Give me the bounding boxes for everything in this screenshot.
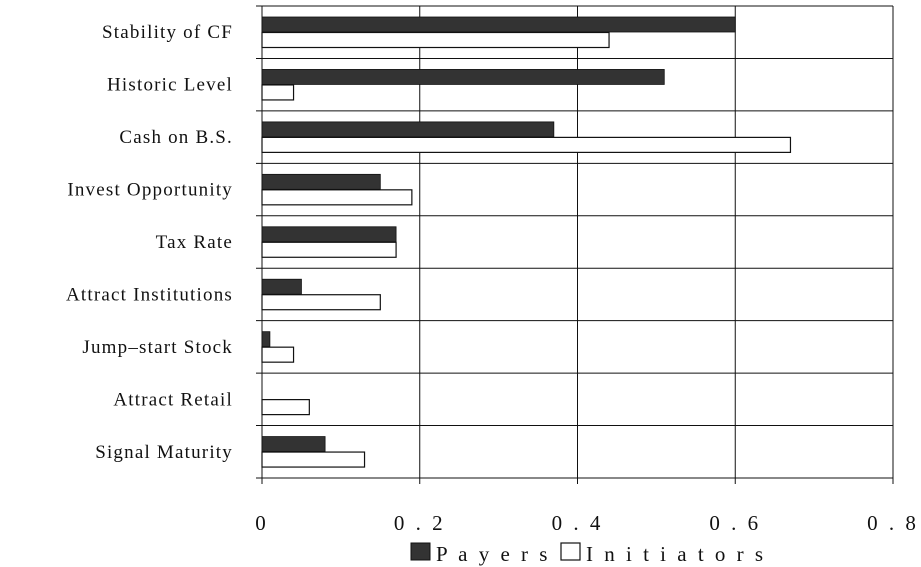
bar-initiators-6 (261, 346, 295, 363)
category-label-8: Signal Maturity (95, 442, 233, 463)
bar-initiators-3 (261, 189, 413, 206)
category-label-1: Historic Level (107, 75, 233, 96)
x-tick-labels: 0 0 . 2 0 . 4 0 . 6 0 . 8 (255, 511, 919, 535)
legend-label-payers: P a y e r s (436, 542, 550, 566)
category-label-7: Attract Retail (113, 389, 233, 410)
bar-payers-4 (261, 226, 397, 243)
legend-swatch-payers (410, 542, 431, 561)
bar-initiators-8 (261, 451, 366, 468)
legend-label-initiators: I n i t i a t o r s (586, 542, 766, 566)
category-label-3: Invest Opportunity (67, 180, 233, 201)
category-label-4: Tax Rate (156, 232, 233, 253)
x-tick-label-3: 0 . 6 (709, 511, 761, 535)
bar-payers-5 (261, 278, 302, 295)
category-label-6: Jump–start Stock (82, 337, 233, 358)
bar-payers-3 (261, 173, 381, 190)
category-label-0: Stability of CF (102, 22, 233, 43)
x-tick-label-1: 0 . 2 (394, 511, 446, 535)
bar-initiators-4 (261, 241, 397, 258)
grid-lines (256, 5, 894, 484)
bar-payers-0 (261, 16, 736, 33)
bar-initiators-2 (261, 136, 792, 153)
x-tick-label-0: 0 (255, 511, 269, 535)
bar-initiators-1 (261, 84, 295, 101)
category-label-5: Attract Institutions (66, 284, 233, 305)
bar-initiators-7 (261, 399, 310, 416)
category-labels: Stability of CF Historic Level Cash on B.S… (66, 22, 233, 463)
bar-initiators-0 (261, 31, 610, 49)
x-tick-label-2: 0 . 4 (552, 511, 604, 535)
x-tick-label-4: 0 . 8 (867, 511, 919, 535)
bar-payers-8 (261, 436, 326, 452)
bar-payers-1 (261, 69, 665, 85)
bar-initiators-5 (261, 294, 381, 311)
legend: P a y e r s I n i t i a t o r s (410, 542, 766, 566)
legend-swatch-initiators (560, 542, 581, 561)
bar-payers-2 (261, 121, 555, 138)
bars (261, 16, 792, 468)
category-label-2: Cash on B.S. (119, 127, 233, 148)
bar-payers-6 (261, 331, 271, 348)
